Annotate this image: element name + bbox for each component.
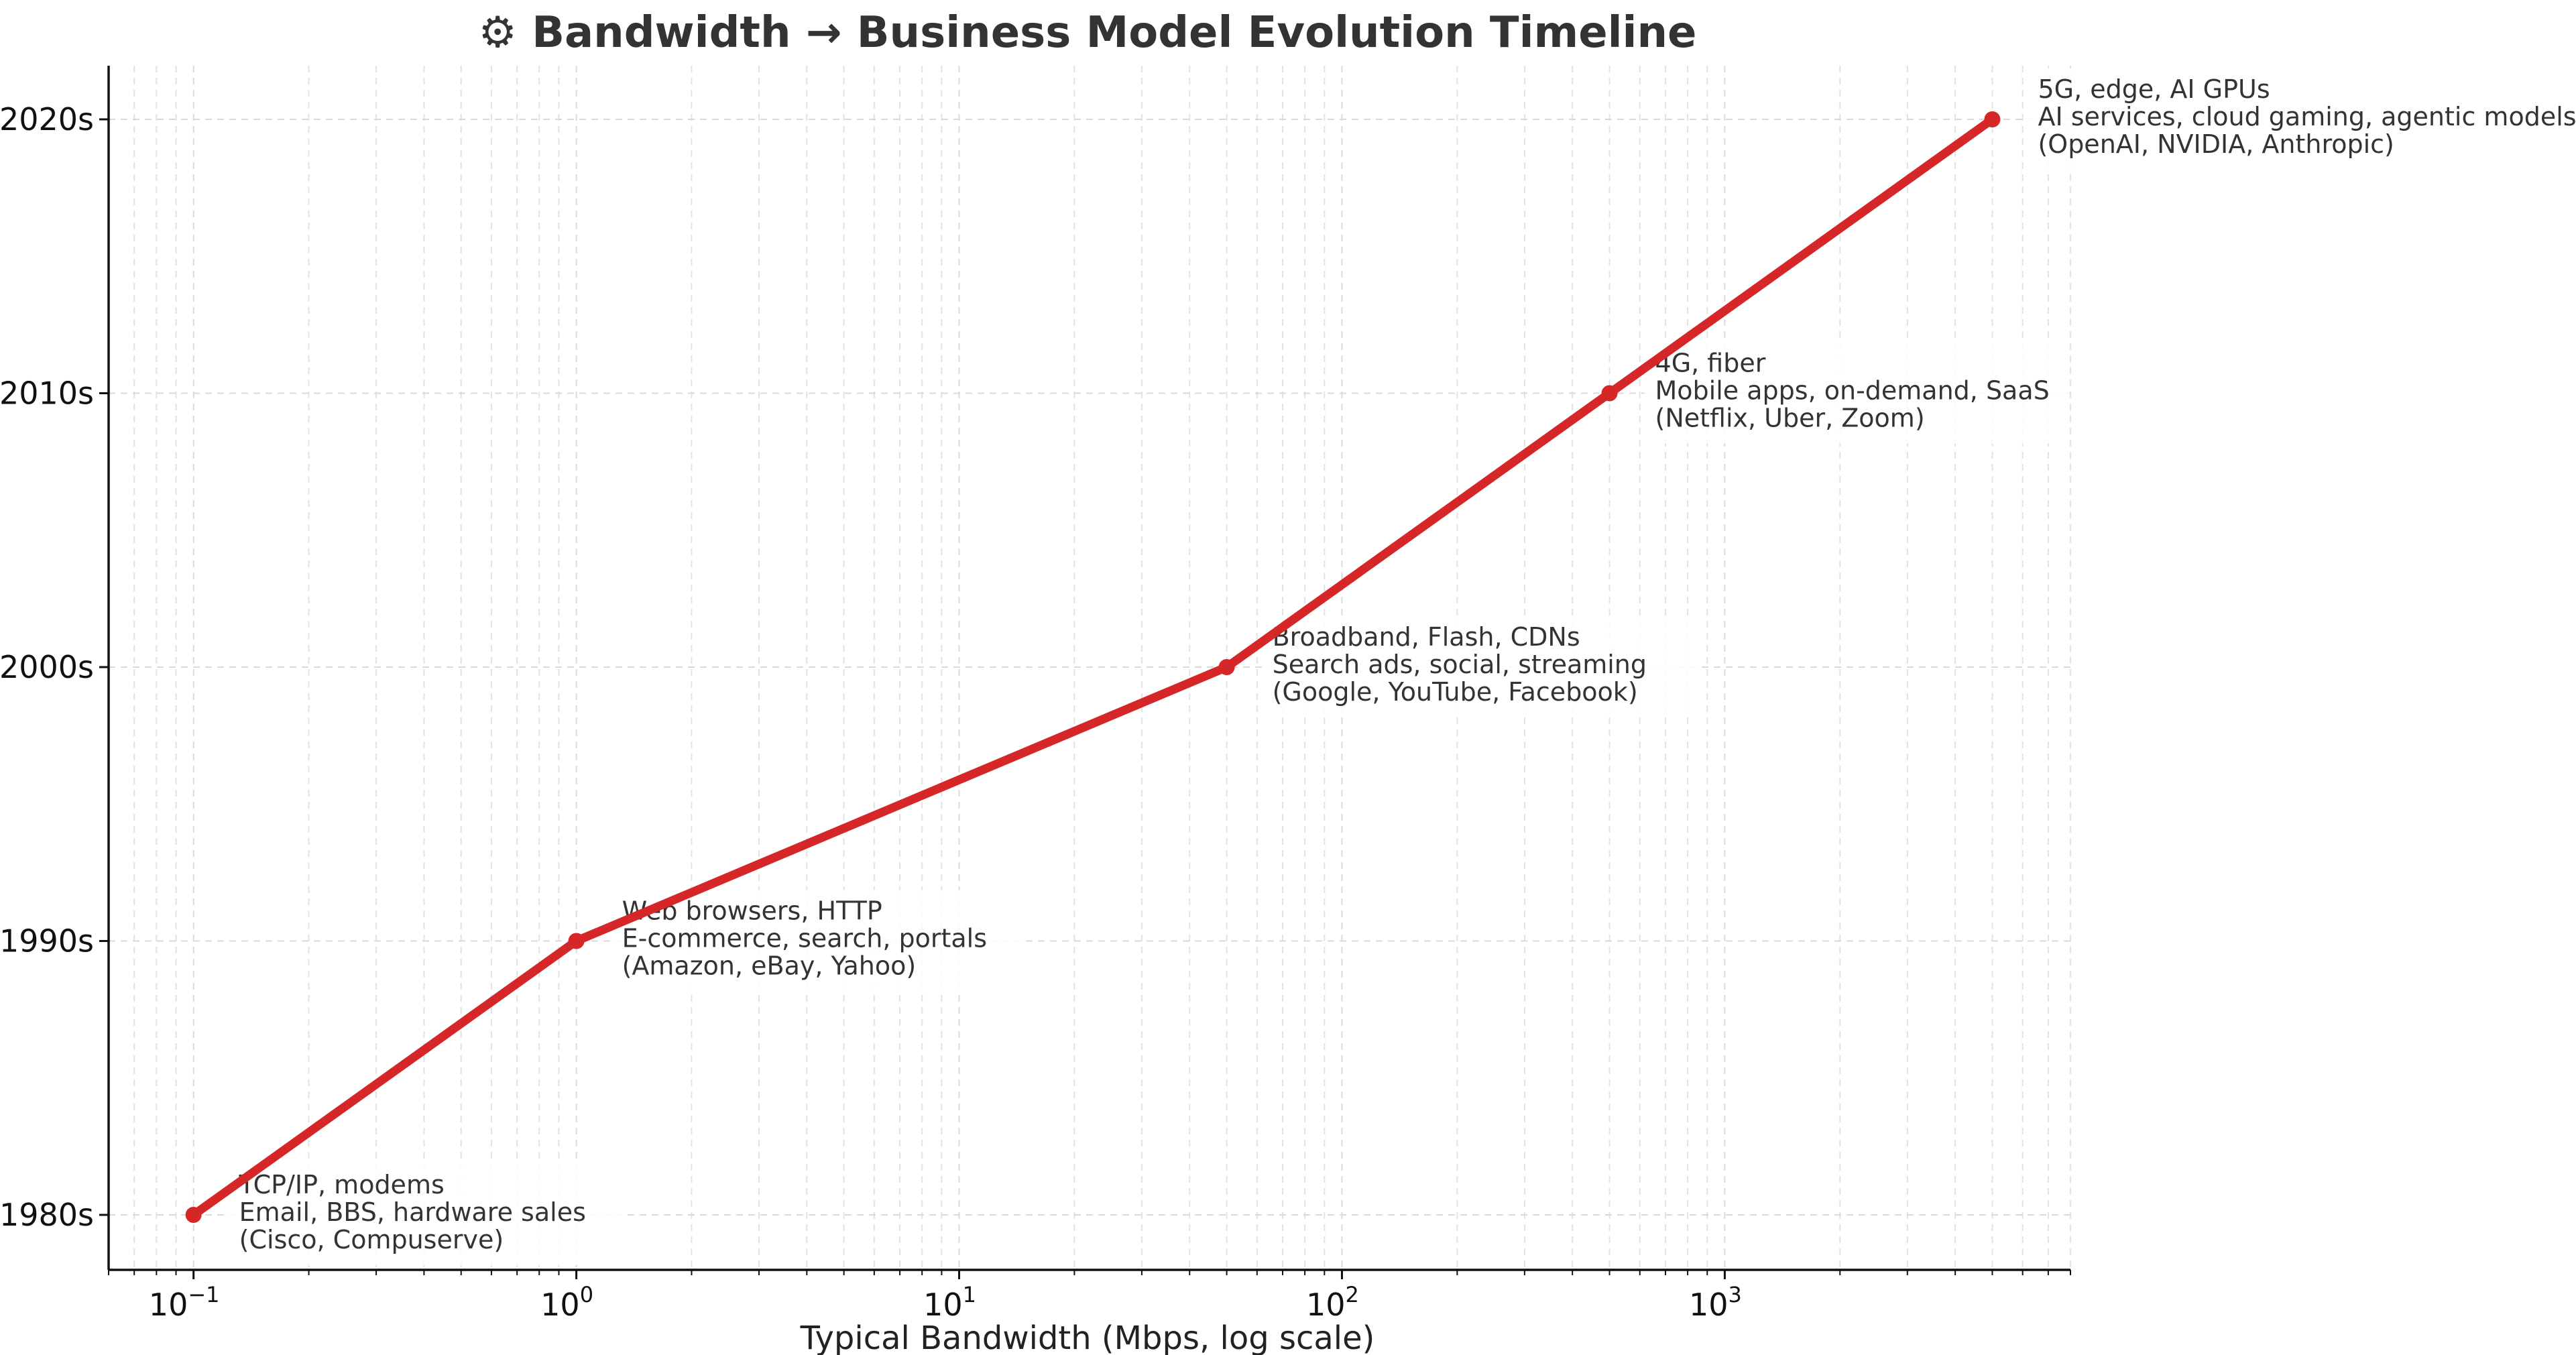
chart-canvas: ⚙ Bandwidth → Business Model Evolution T… (0, 0, 2576, 1355)
x-tick-label: 103 (1689, 1282, 1742, 1323)
x-axis-label: Typical Bandwidth (Mbps, log scale) (800, 1319, 1375, 1355)
x-tick-label: 100 (540, 1282, 593, 1323)
data-point (1219, 659, 1235, 675)
data-point (1984, 111, 2000, 127)
x-tick-label: 101 (923, 1282, 976, 1323)
chart-title: ⚙ Bandwidth → Business Model Evolution T… (479, 8, 1697, 58)
data-point (1602, 386, 1618, 402)
x-tick-label: 10−1 (149, 1282, 220, 1323)
y-tick-label: 1990s (0, 923, 94, 959)
data-point (186, 1207, 202, 1223)
grid-layer (109, 66, 2070, 1270)
y-tick-label: 2020s (0, 101, 94, 137)
x-tick-label: 102 (1306, 1282, 1359, 1323)
y-tick-label: 2000s (0, 649, 94, 685)
data-point (569, 933, 585, 949)
y-tick-label: 2010s (0, 375, 94, 412)
y-tick-label: 1980s (0, 1197, 94, 1233)
